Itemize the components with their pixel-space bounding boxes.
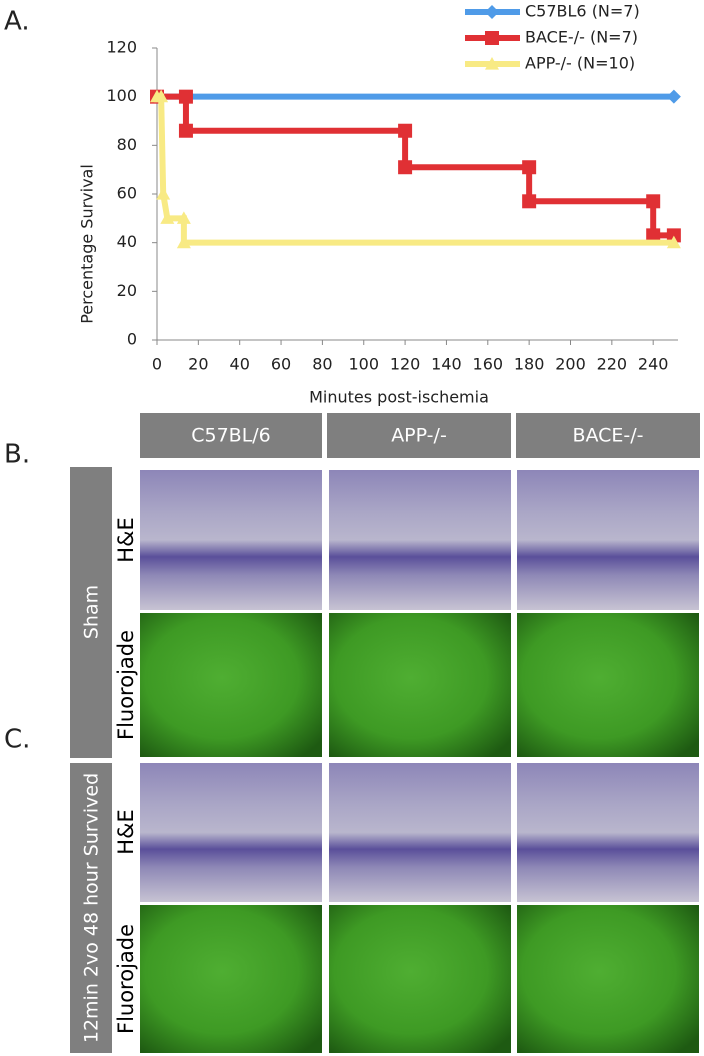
point-marker <box>398 123 413 138</box>
x-tick-label: 0 <box>152 355 162 374</box>
point-marker <box>176 211 191 224</box>
fluorojade-image <box>517 613 699 757</box>
column-header-box <box>327 413 511 458</box>
he-image <box>329 470 511 610</box>
column-header: C57BL/6 <box>191 425 271 447</box>
point-marker <box>160 211 175 224</box>
panel-label: B. <box>4 440 30 470</box>
group-label: 12min 2vo 48 hour Survived <box>81 773 103 1043</box>
stain-label: H&E <box>114 517 138 562</box>
point-marker <box>154 89 169 103</box>
y-tick-label: 20 <box>117 281 137 300</box>
point-marker <box>178 123 193 138</box>
he-image <box>517 470 699 610</box>
group-label: Sham <box>81 585 103 639</box>
column-header-box <box>140 413 322 458</box>
fluorojade-image <box>329 613 511 757</box>
x-tick-label: 40 <box>230 355 250 374</box>
x-tick-label: 20 <box>188 355 208 374</box>
legend-label: BACE-/- (N=7) <box>525 28 638 47</box>
x-tick-label: 60 <box>271 355 291 374</box>
x-tick-label: 160 <box>473 355 504 374</box>
stain-label: H&E <box>114 809 138 854</box>
he-image <box>329 763 511 902</box>
he-image <box>517 763 699 902</box>
point-marker <box>666 228 681 243</box>
column-header-box <box>516 413 700 458</box>
he-image <box>140 763 322 902</box>
point-marker <box>646 228 661 243</box>
point-marker <box>176 235 191 249</box>
x-tick-label: 180 <box>514 355 545 374</box>
panel-label: C. <box>4 725 30 755</box>
panel-label: A. <box>4 7 30 37</box>
x-tick-label: 140 <box>431 355 462 374</box>
y-tick-label: 100 <box>106 86 137 105</box>
point-marker <box>666 235 681 249</box>
group-box <box>70 763 112 1053</box>
column-header: APP-/- <box>391 425 447 447</box>
x-tick-label: 220 <box>597 355 628 374</box>
group-box <box>70 467 112 758</box>
point-marker <box>646 194 661 209</box>
micrographs <box>140 470 699 1053</box>
fluorojade-image <box>517 905 699 1053</box>
fluorojade-image <box>140 613 322 757</box>
column-header: BACE-/- <box>572 425 643 447</box>
point-marker <box>666 89 681 104</box>
stain-label: Fluorojade <box>114 924 138 1034</box>
legend-label: C57BL6 (N=7) <box>525 2 640 21</box>
legend-marker <box>485 31 499 45</box>
legend-marker <box>485 5 499 19</box>
point-marker <box>398 160 413 175</box>
y-tick-label: 120 <box>106 38 137 57</box>
y-axis-title: Percentage Survival <box>78 164 97 324</box>
legend-label: APP-/- (N=10) <box>525 54 635 73</box>
point-marker <box>156 187 171 200</box>
point-marker <box>178 89 193 104</box>
fluorojade-image <box>329 905 511 1053</box>
x-tick-label: 120 <box>390 355 421 374</box>
y-tick-label: 60 <box>117 184 137 203</box>
legend-marker <box>485 57 499 70</box>
y-tick-label: 40 <box>117 232 137 251</box>
y-tick-label: 0 <box>127 330 137 349</box>
point-marker <box>522 160 537 175</box>
he-image <box>140 470 322 610</box>
x-axis-title: Minutes post-ischemia <box>309 388 489 407</box>
stain-label: Fluorojade <box>114 630 138 740</box>
y-tick-label: 80 <box>117 135 137 154</box>
x-tick-label: 240 <box>638 355 669 374</box>
series-line <box>157 93 674 239</box>
x-tick-label: 200 <box>555 355 586 374</box>
x-tick-label: 100 <box>348 355 379 374</box>
fluorojade-image <box>140 905 322 1053</box>
x-tick-label: 80 <box>312 355 332 374</box>
point-marker <box>522 194 537 209</box>
